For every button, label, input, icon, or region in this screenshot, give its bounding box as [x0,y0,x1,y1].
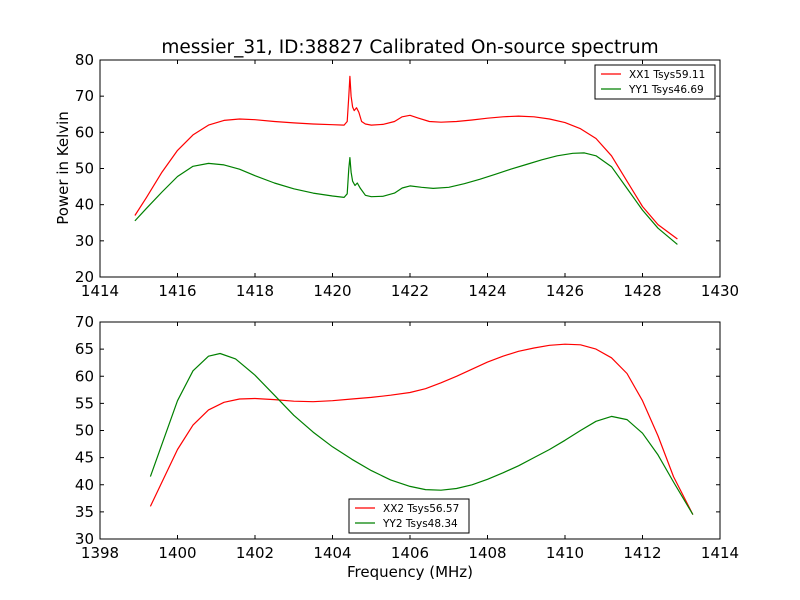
x-tick-label: 1422 [391,282,429,300]
x-tick-label: 1398 [81,544,119,562]
y-tick-label: 70 [75,87,94,105]
legend-label: YY2 Tsys48.34 [382,518,458,530]
y-tick-label: 35 [75,503,94,521]
y-tick-label: 20 [75,268,94,286]
y-tick-label: 60 [75,367,94,385]
y-tick-label: 80 [75,51,94,69]
x-tick-label: 1404 [313,544,351,562]
y-axis-label: Power in Kelvin [54,111,72,225]
legend-label: XX1 Tsys59.11 [629,69,705,81]
x-tick-label: 1424 [468,282,506,300]
x-axis-label: Frequency (MHz) [347,563,473,581]
x-tick-label: 1418 [236,282,274,300]
x-tick-label: 1406 [391,544,429,562]
x-tick-label: 1420 [313,282,351,300]
x-tick-label: 1414 [701,544,739,562]
y-tick-label: 50 [75,160,94,178]
series-line-2 [134,152,678,245]
legend-box [594,64,716,100]
y-tick-label: 30 [75,530,94,548]
x-tick-label: 1428 [623,282,661,300]
y-tick-label: 55 [75,394,94,412]
x-tick-label: 1408 [468,544,506,562]
y-tick-label: 70 [75,313,94,331]
legend: XX1 Tsys59.11 YY1 Tsys46.69 [594,64,716,100]
y-tick-label: 30 [75,232,94,250]
x-tick-label: 1410 [546,544,584,562]
bottom-plot: 1398 1400 1402 1404 1406 1408 1410 1412 1414 30 35… [75,313,739,562]
y-tick-label: 40 [75,476,94,494]
x-tick-label: 1414 [81,282,119,300]
legend-label: XX2 Tsys56.57 [383,503,459,515]
legend-box [348,498,470,534]
x-tick-label: 1412 [623,544,661,562]
x-tick-label: 1430 [701,282,739,300]
y-tick-label: 65 [75,340,94,358]
top-plot: 1414 1416 1418 1420 1422 1424 1426 1428 1430 20 30… [75,51,739,300]
series-line-1 [134,75,678,240]
y-tick-label: 50 [75,422,94,440]
x-tick-label: 1402 [236,544,274,562]
legend-label: YY1 Tsys46.69 [628,84,704,96]
x-tick-label: 1400 [158,544,196,562]
series-line-2 [149,352,694,515]
y-tick-label: 40 [75,196,94,214]
x-tick-label: 1416 [158,282,196,300]
y-tick-label: 45 [75,449,94,467]
x-tick-label: 1426 [546,282,584,300]
chart-title: messier_31, ID:38827 Calibrated On-sourc… [161,37,658,58]
y-tick-label: 60 [75,123,94,141]
legend: XX2 Tsys56.57 YY2 Tsys48.34 [348,498,470,534]
series-line-1 [149,343,694,515]
